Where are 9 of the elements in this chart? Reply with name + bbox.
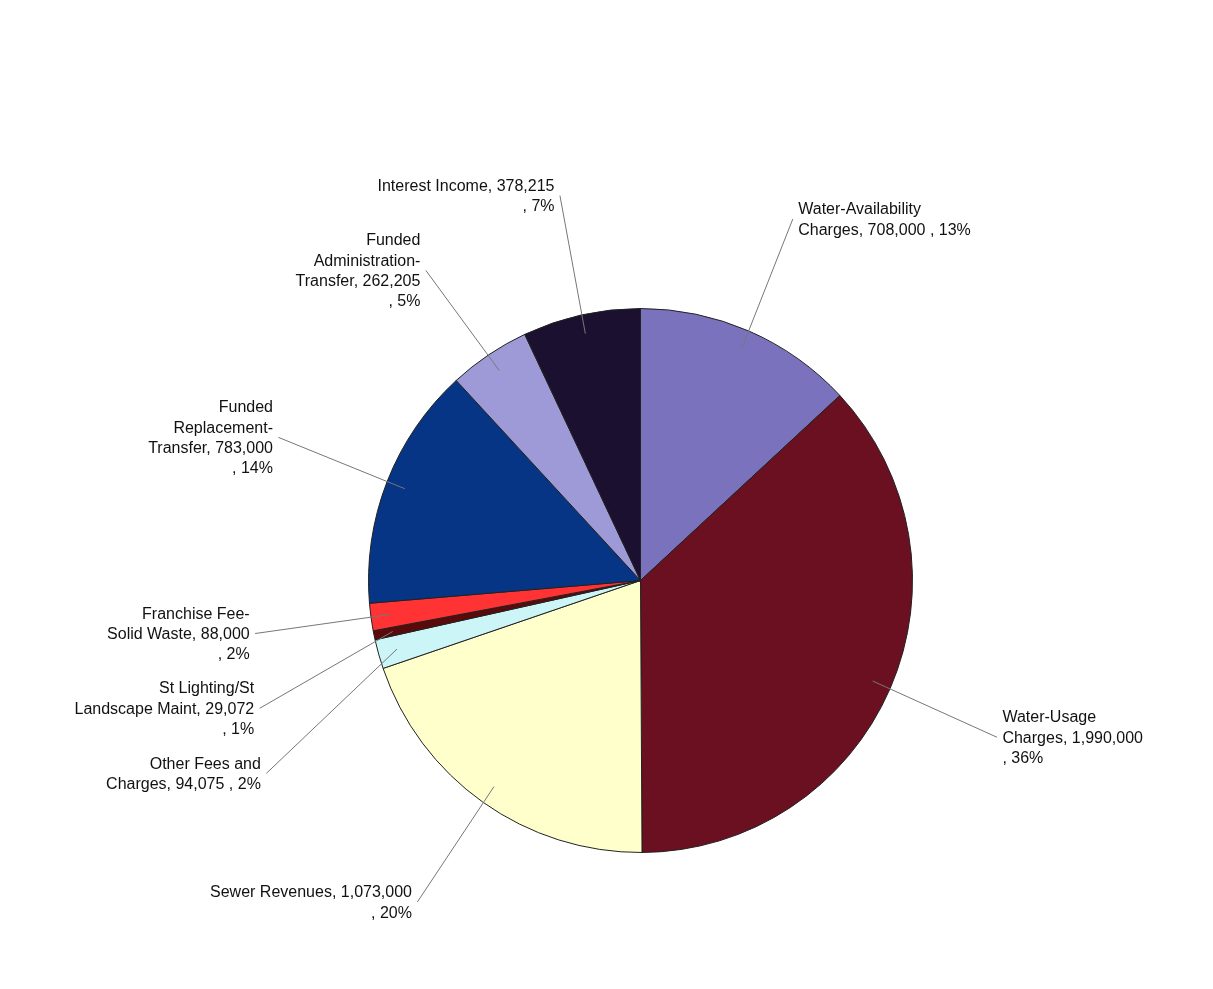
slice-label: Franchise Fee-Solid Waste, 88,000 , 2% xyxy=(107,604,250,663)
slice-label: Funded Replacement-Transfer, 783,000 , 14% xyxy=(148,398,274,477)
slice-label: Funded Administration-Transfer, 262,205 , 5% xyxy=(295,231,421,310)
slice-label: Interest Income, 378,215 , 7% xyxy=(377,176,555,215)
slice-label: Water-Usage Charges, 1,990,000 , 36% xyxy=(1002,708,1144,767)
slice-label: Other Fees and Charges, 94,075 , 2% xyxy=(106,754,261,793)
slice-label: St Lighting/St Landscape Maint, 29,072 , 1% xyxy=(74,679,255,738)
slice-label: Sewer Revenues, 1,073,000 , 20% xyxy=(210,883,413,921)
slice-label: Water-Availability Charges, 708,000 , 13% xyxy=(798,200,971,238)
